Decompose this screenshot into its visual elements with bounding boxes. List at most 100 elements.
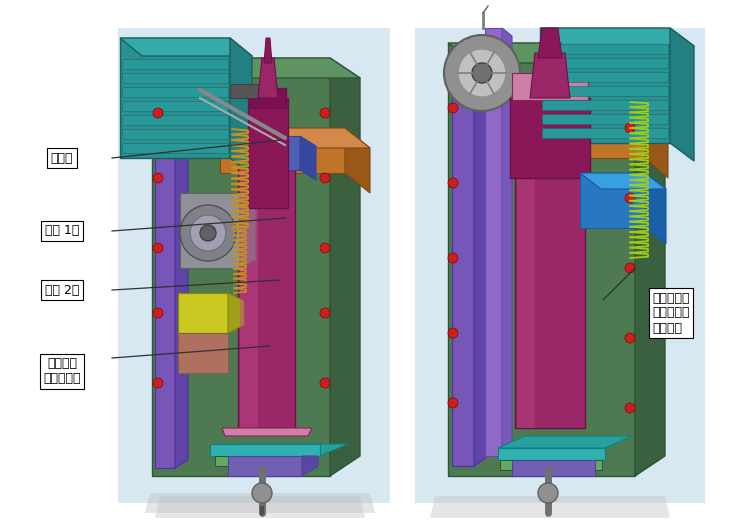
Polygon shape	[670, 28, 694, 161]
Polygon shape	[145, 493, 375, 513]
Polygon shape	[220, 128, 370, 148]
Circle shape	[320, 243, 330, 253]
Polygon shape	[510, 98, 590, 178]
Polygon shape	[250, 136, 300, 170]
Polygon shape	[542, 72, 668, 82]
Polygon shape	[228, 456, 302, 476]
Polygon shape	[512, 73, 588, 100]
Circle shape	[320, 378, 330, 388]
Polygon shape	[542, 114, 668, 124]
Polygon shape	[210, 444, 348, 456]
Circle shape	[320, 173, 330, 183]
Circle shape	[153, 173, 163, 183]
Polygon shape	[542, 44, 668, 54]
Polygon shape	[240, 193, 256, 268]
Circle shape	[153, 108, 163, 118]
Circle shape	[448, 328, 458, 338]
Polygon shape	[474, 53, 486, 466]
Polygon shape	[525, 113, 668, 133]
Circle shape	[625, 193, 635, 203]
Polygon shape	[258, 58, 278, 98]
Circle shape	[448, 178, 458, 188]
Circle shape	[448, 103, 458, 113]
Text: 拉簧⤴: 拉簧⤴	[51, 152, 73, 165]
Polygon shape	[448, 43, 665, 63]
Polygon shape	[498, 436, 632, 448]
Polygon shape	[485, 28, 502, 456]
Polygon shape	[228, 293, 244, 333]
Polygon shape	[345, 128, 370, 193]
Polygon shape	[178, 333, 228, 373]
Polygon shape	[220, 128, 345, 173]
Polygon shape	[530, 53, 570, 98]
Polygon shape	[122, 101, 228, 111]
Polygon shape	[302, 456, 318, 476]
Polygon shape	[152, 58, 360, 78]
Polygon shape	[250, 88, 286, 108]
Polygon shape	[540, 28, 670, 143]
Circle shape	[180, 205, 236, 261]
Polygon shape	[502, 28, 512, 456]
Polygon shape	[498, 448, 605, 460]
Polygon shape	[122, 59, 228, 69]
Polygon shape	[540, 28, 694, 46]
Circle shape	[320, 308, 330, 318]
Polygon shape	[542, 86, 668, 96]
Polygon shape	[210, 444, 320, 456]
Polygon shape	[122, 129, 228, 139]
Polygon shape	[580, 173, 666, 189]
Polygon shape	[525, 113, 645, 158]
Polygon shape	[300, 136, 316, 180]
Circle shape	[444, 35, 520, 111]
Polygon shape	[145, 493, 375, 513]
Text: 吸嘴与批杆
相对距离调
节螺丝⤴: 吸嘴与批杆 相对距离调 节螺丝⤴	[652, 291, 689, 335]
Polygon shape	[122, 143, 228, 153]
Polygon shape	[500, 460, 602, 470]
Polygon shape	[448, 43, 635, 476]
Polygon shape	[580, 173, 645, 228]
Polygon shape	[645, 113, 668, 178]
Circle shape	[472, 63, 492, 83]
Polygon shape	[515, 133, 585, 428]
Polygon shape	[542, 128, 668, 138]
Circle shape	[200, 225, 216, 241]
Polygon shape	[145, 493, 375, 513]
Circle shape	[458, 49, 506, 97]
Polygon shape	[122, 87, 228, 97]
Polygon shape	[145, 493, 375, 513]
Polygon shape	[118, 28, 390, 503]
Circle shape	[320, 108, 330, 118]
Text: 弹簧 2⤴: 弹簧 2⤴	[45, 284, 79, 297]
Polygon shape	[180, 193, 240, 268]
Polygon shape	[248, 98, 288, 208]
Polygon shape	[122, 115, 228, 125]
Circle shape	[538, 483, 558, 503]
Circle shape	[153, 378, 163, 388]
Circle shape	[625, 263, 635, 273]
Polygon shape	[452, 53, 474, 466]
Polygon shape	[120, 38, 230, 158]
Circle shape	[625, 403, 635, 413]
Circle shape	[190, 215, 226, 251]
Circle shape	[625, 123, 635, 133]
Polygon shape	[264, 38, 272, 63]
Polygon shape	[175, 68, 188, 468]
Polygon shape	[120, 38, 252, 56]
Polygon shape	[222, 428, 312, 436]
Polygon shape	[542, 58, 668, 68]
Polygon shape	[330, 58, 360, 476]
Circle shape	[153, 308, 163, 318]
Polygon shape	[430, 496, 670, 518]
Circle shape	[448, 398, 458, 408]
Polygon shape	[178, 293, 228, 333]
Polygon shape	[645, 173, 666, 244]
Polygon shape	[517, 133, 535, 428]
Circle shape	[625, 333, 635, 343]
Circle shape	[448, 253, 458, 263]
Polygon shape	[155, 496, 365, 518]
Polygon shape	[122, 73, 228, 83]
Bar	[230, 84, 260, 98]
Polygon shape	[238, 168, 295, 428]
Polygon shape	[538, 28, 562, 58]
Polygon shape	[635, 43, 665, 476]
